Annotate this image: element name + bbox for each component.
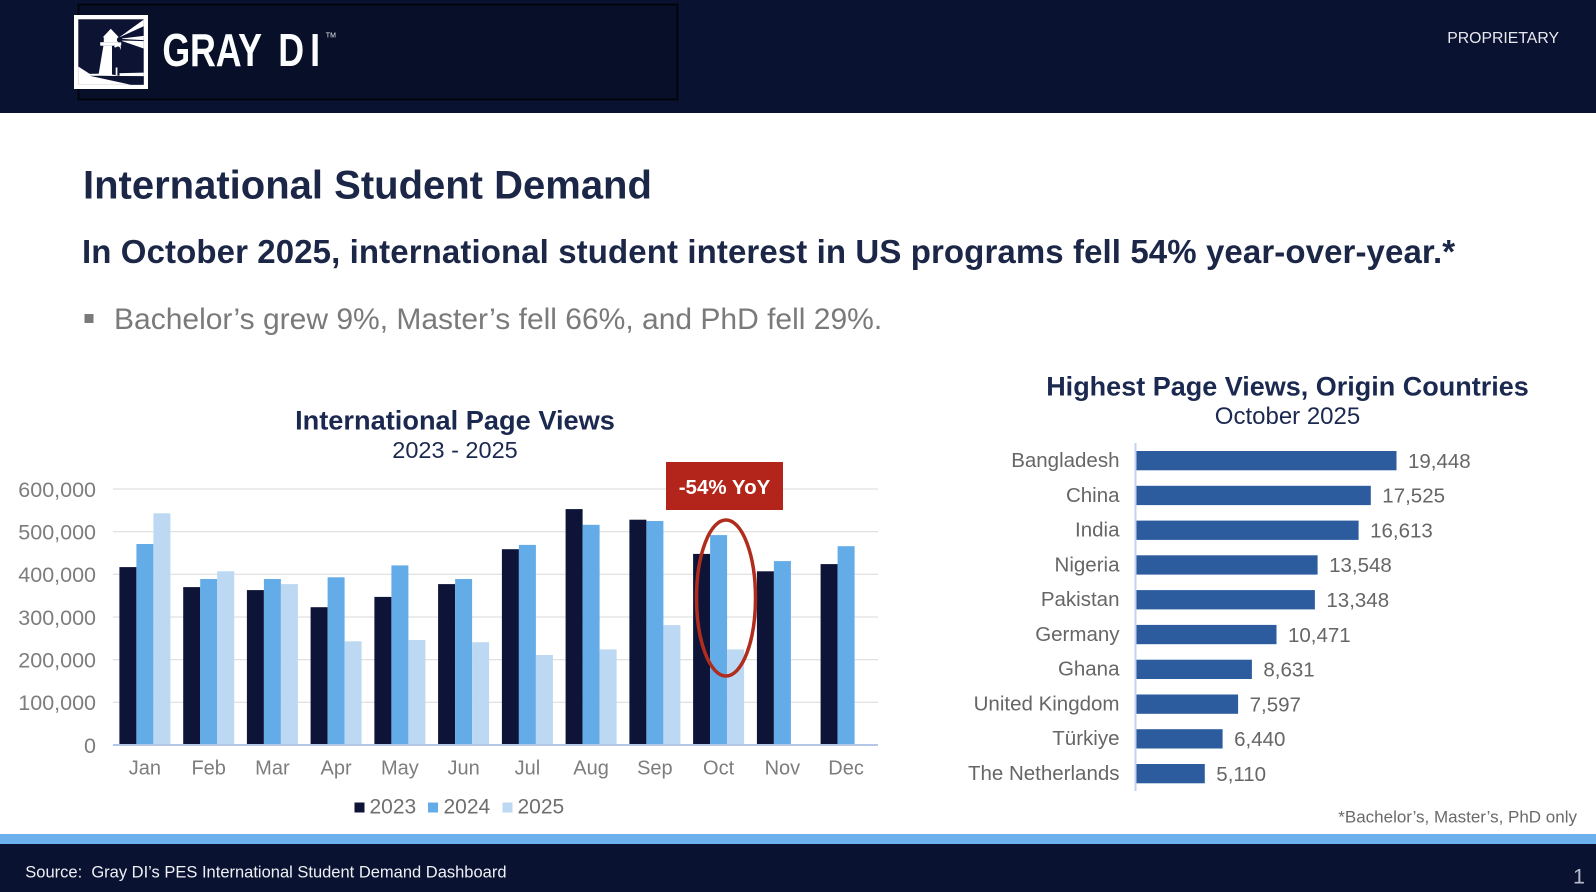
svg-text:5,110: 5,110 [1216,763,1266,786]
svg-text:China: China [1066,484,1120,507]
svg-text:Feb: Feb [191,758,225,780]
svg-text:Sep: Sep [637,758,673,780]
svg-text:2025: 2025 [518,796,565,819]
svg-text:1: 1 [1573,865,1585,889]
svg-text:PROPRIETARY: PROPRIETARY [1447,30,1559,47]
svg-text:Jun: Jun [447,758,479,780]
svg-text:13,348: 13,348 [1326,589,1389,612]
svg-text:Apr: Apr [321,758,352,780]
svg-text:Source: Gray DI’s PES Interna: Source: Gray DI’s PES International Stud… [25,864,506,882]
svg-text:2023 - 2025: 2023 - 2025 [392,437,517,463]
svg-text:Nov: Nov [765,758,801,780]
svg-text:600,000: 600,000 [18,478,96,502]
svg-text:Highest Page Views, Origin Cou: Highest Page Views, Origin Countries [1046,372,1529,402]
svg-text:400,000: 400,000 [18,563,96,587]
svg-text:-54% YoY: -54% YoY [679,476,771,499]
svg-text:*Bachelor’s, Master’s, PhD onl: *Bachelor’s, Master’s, PhD only [1338,808,1577,827]
svg-text:Ghana: Ghana [1058,658,1120,681]
svg-text:Bangladesh: Bangladesh [1011,449,1119,472]
svg-text:Nigeria: Nigeria [1055,553,1121,576]
svg-text:Dec: Dec [828,758,864,780]
svg-text:Jul: Jul [515,758,541,780]
svg-text:300,000: 300,000 [18,606,96,630]
svg-text:Aug: Aug [573,758,609,780]
svg-text:International Page Views: International Page Views [295,405,615,436]
svg-text:Oct: Oct [703,758,735,780]
svg-text:500,000: 500,000 [18,521,96,545]
svg-text:International Student Demand: International Student Demand [83,163,652,207]
svg-text:7,597: 7,597 [1250,693,1301,716]
svg-text:2023: 2023 [370,796,417,819]
svg-text:In October 2025, international: In October 2025, international student i… [82,233,1455,270]
svg-text:United Kingdom: United Kingdom [974,693,1120,716]
svg-text:16,613: 16,613 [1370,520,1433,543]
svg-text:2024: 2024 [444,796,491,819]
svg-text:Pakistan: Pakistan [1041,588,1120,611]
svg-text:Germany: Germany [1035,623,1120,646]
svg-text:17,525: 17,525 [1382,485,1445,508]
svg-text:10,471: 10,471 [1288,624,1351,647]
svg-text:May: May [381,758,419,780]
svg-text:13,548: 13,548 [1329,554,1392,577]
svg-text:Mar: Mar [255,758,290,780]
svg-text:Bachelor’s grew 9%, Master’s f: Bachelor’s grew 9%, Master’s fell 66%, a… [114,303,882,336]
svg-text:Türkiye: Türkiye [1052,727,1119,750]
svg-text:19,448: 19,448 [1408,450,1471,473]
svg-text:Jan: Jan [129,758,161,780]
svg-text:India: India [1075,519,1120,542]
svg-text:0: 0 [84,734,96,758]
svg-text:October 2025: October 2025 [1215,403,1360,430]
svg-text:8,631: 8,631 [1263,659,1314,682]
svg-text:200,000: 200,000 [18,649,96,673]
svg-text:TM: TM [326,33,336,40]
svg-text:6,440: 6,440 [1234,728,1285,751]
svg-text:The Netherlands: The Netherlands [968,762,1120,785]
svg-text:100,000: 100,000 [18,691,96,715]
